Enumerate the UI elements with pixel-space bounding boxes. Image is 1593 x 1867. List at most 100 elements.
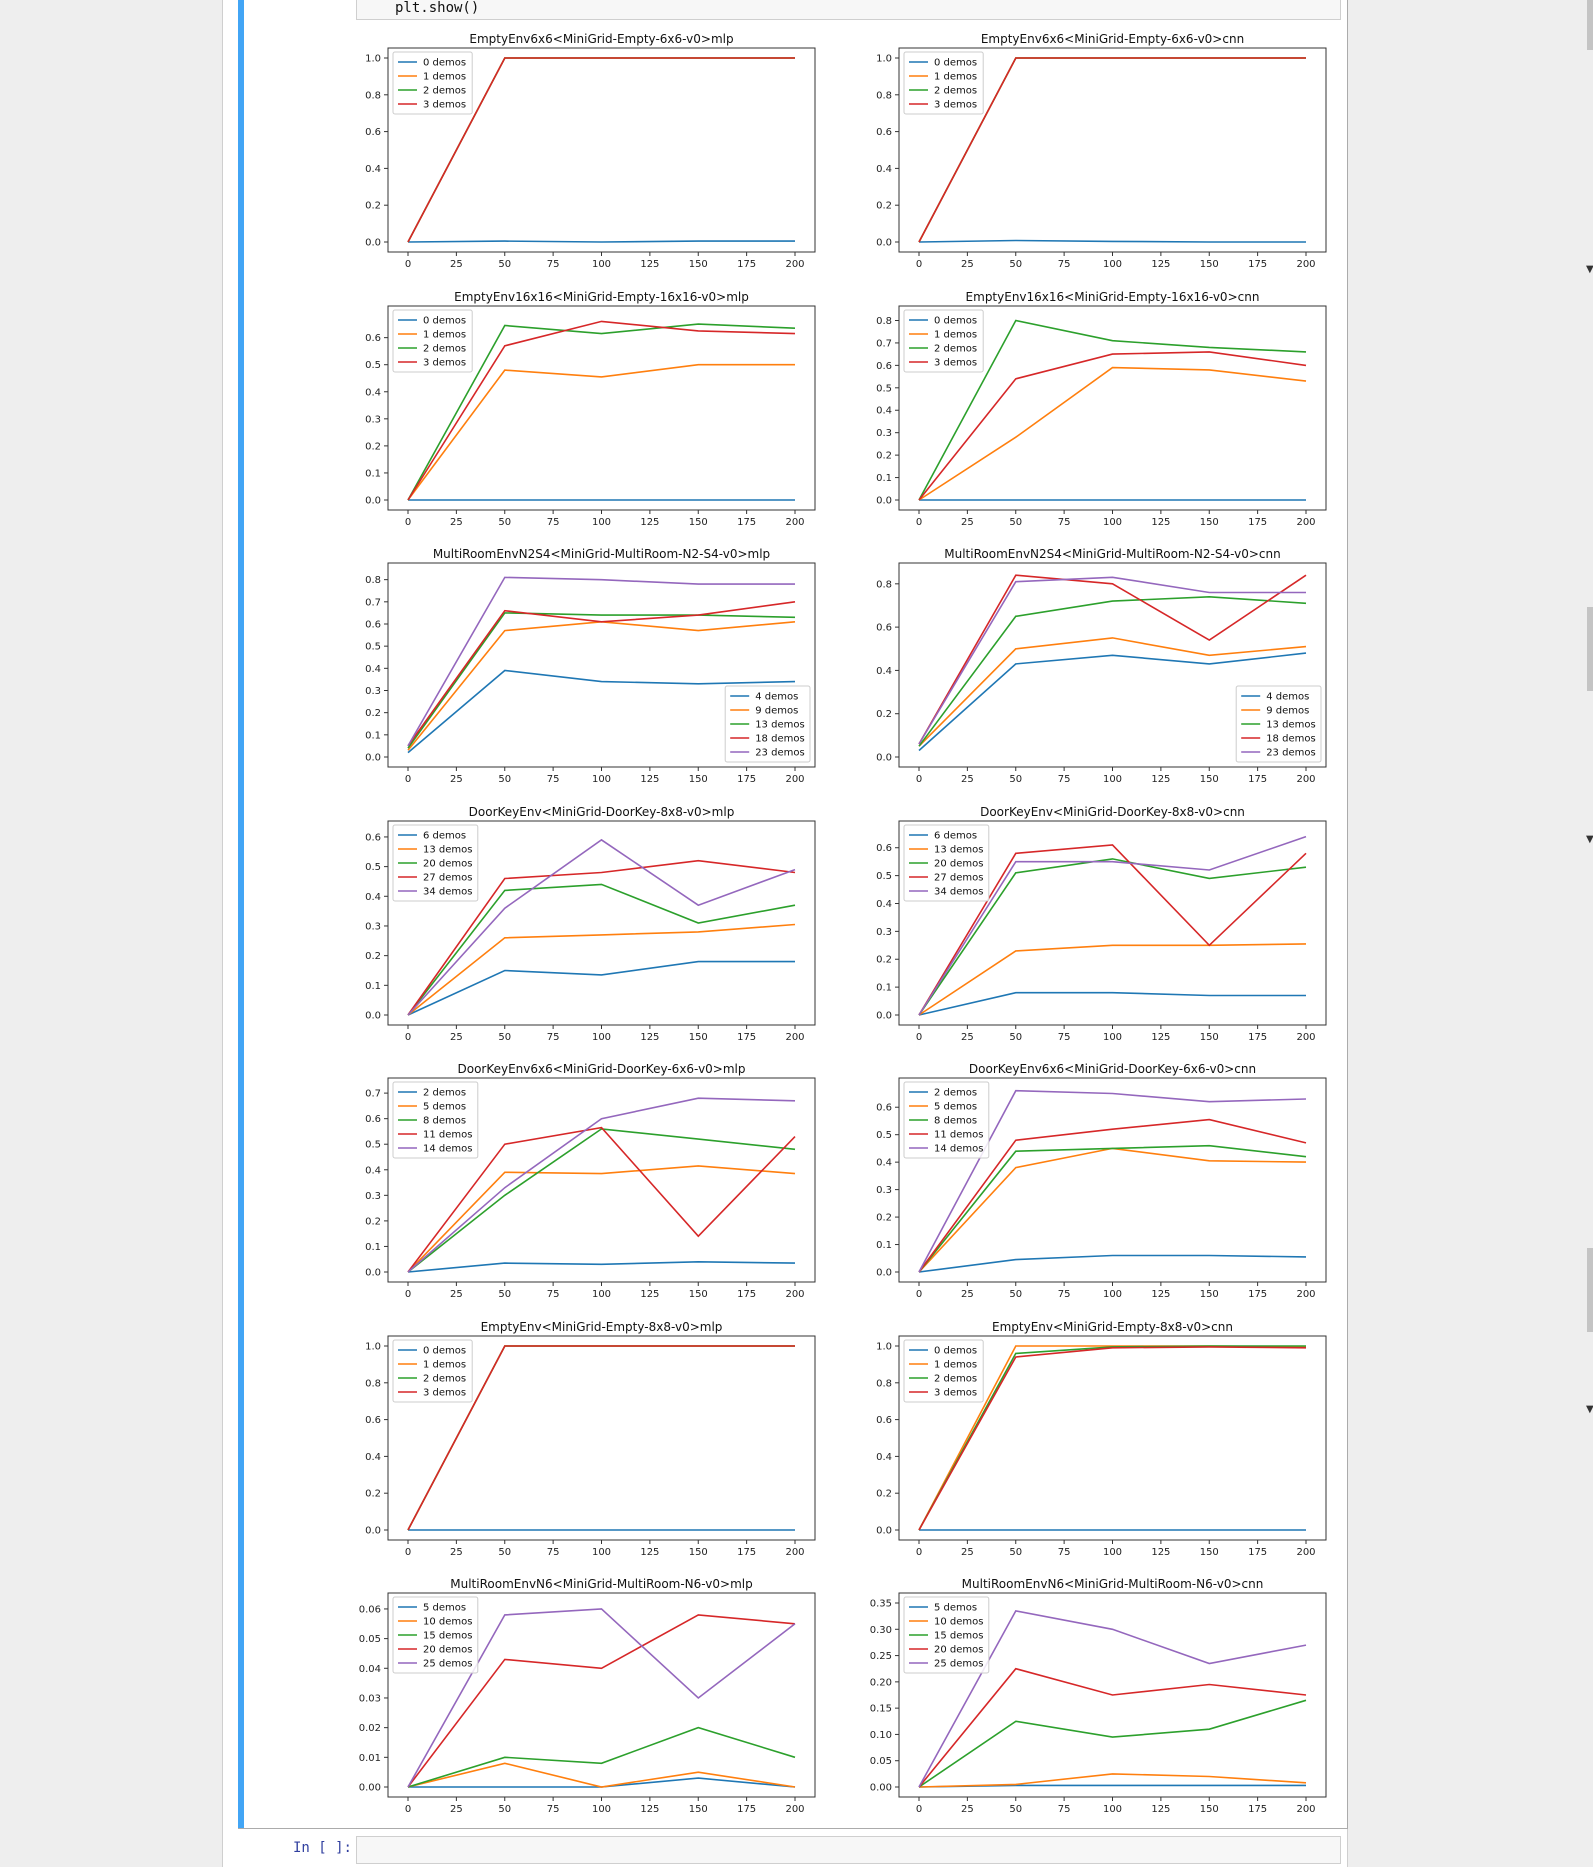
y-tick-label: 0.8 — [876, 1378, 892, 1389]
legend-entry: 5 demos — [423, 1102, 466, 1113]
x-tick-label: 25 — [961, 517, 974, 528]
y-tick-label: 0.5 — [876, 383, 892, 394]
y-tick-label: 0.0 — [876, 238, 892, 249]
x-tick-label: 100 — [1103, 1804, 1122, 1815]
scroll-marker[interactable] — [1587, 1248, 1593, 1332]
y-tick-label: 0.0 — [876, 1268, 892, 1279]
y-tick-label: 0.3 — [876, 1185, 892, 1196]
x-tick-label: 100 — [592, 774, 611, 785]
legend — [392, 1596, 479, 1674]
legend-entry: 8 demos — [423, 1116, 466, 1127]
x-tick-label: 200 — [785, 1804, 804, 1815]
y-tick-label: 0.6 — [365, 127, 381, 138]
x-tick-label: 150 — [689, 774, 708, 785]
x-tick-label: 25 — [450, 1032, 463, 1043]
legend-entry: 0 demos — [934, 316, 977, 327]
chart-title: DoorKeyEnv<MiniGrid-DoorKey-8x8-v0>cnn — [980, 805, 1245, 819]
y-tick-label: 0.5 — [365, 360, 381, 371]
x-tick-label: 175 — [1248, 1804, 1267, 1815]
y-tick-label: 0.2 — [365, 951, 381, 962]
x-tick-label: 0 — [916, 517, 922, 528]
x-tick-label: 200 — [785, 1289, 804, 1300]
series-line — [918, 1254, 1307, 1273]
y-tick-label: 0.2 — [876, 1213, 892, 1224]
x-tick-label: 150 — [1200, 1804, 1219, 1815]
legend-entry: 0 demos — [423, 316, 466, 327]
legend-entry: 10 demos — [423, 1617, 472, 1628]
chart-title: DoorKeyEnv<MiniGrid-DoorKey-8x8-v0>mlp — [469, 805, 735, 819]
chart-12: EmptyEnv<MiniGrid-Empty-8x8-v0>cnn 0 25 50 7… — [867, 1316, 1327, 1572]
series-line — [407, 923, 796, 1016]
series-line — [407, 1345, 795, 1531]
legend-entry: 13 demos — [934, 845, 983, 856]
x-tick-label: 75 — [1058, 774, 1071, 785]
series-line — [918, 1699, 1307, 1788]
x-tick-label: 100 — [592, 259, 611, 270]
y-tick-label: 0.1 — [876, 1240, 892, 1251]
x-tick-label: 50 — [1009, 1032, 1022, 1043]
legend-entry: 3 demos — [423, 1388, 466, 1399]
y-tick-label: 0.0 — [365, 1526, 381, 1537]
empty-code-input[interactable] — [356, 1836, 1341, 1864]
x-tick-label: 25 — [961, 1547, 974, 1558]
legend-entry: 5 demos — [934, 1603, 977, 1614]
series-line — [918, 1144, 1307, 1273]
chart-1: EmptyEnv6x6<MiniGrid-Empty-6x6-v0>mlp 0 25… — [356, 28, 816, 284]
y-tick-label: 1.0 — [876, 54, 892, 65]
legend-entry: 2 demos — [423, 86, 466, 97]
x-tick-label: 125 — [1151, 1289, 1170, 1300]
legend-entry: 10 demos — [934, 1617, 983, 1628]
legend-entry: 13 demos — [1266, 720, 1315, 731]
series-line — [918, 319, 1307, 501]
legend-entry: 23 demos — [1266, 748, 1315, 759]
y-tick-label: 0.03 — [359, 1693, 381, 1704]
legend-entry: 13 demos — [423, 845, 472, 856]
series-line — [407, 363, 795, 501]
scroll-marker[interactable] — [1587, 607, 1593, 691]
series-line — [918, 595, 1307, 747]
x-tick-label: 50 — [498, 1289, 511, 1300]
x-tick-label: 200 — [1296, 1804, 1315, 1815]
x-tick-label: 100 — [1103, 517, 1122, 528]
chart-title: EmptyEnv6x6<MiniGrid-Empty-6x6-v0>mlp — [469, 32, 733, 46]
code-cell[interactable] — [238, 0, 1348, 1829]
y-tick-label: 0.5 — [365, 1140, 381, 1151]
y-tick-label: 1.0 — [365, 1342, 381, 1353]
legend — [392, 824, 479, 902]
y-tick-label: 0.6 — [365, 832, 381, 843]
legend-entry: 3 demos — [423, 358, 466, 369]
series-line — [918, 844, 1307, 1016]
chart-title: EmptyEnv16x16<MiniGrid-Empty-16x16-v0>ml… — [454, 290, 749, 304]
y-tick-label: 0.4 — [365, 664, 381, 675]
legend-entry: 25 demos — [423, 1659, 472, 1670]
legend-entry: 1 demos — [423, 1360, 466, 1371]
y-tick-label: 0.5 — [365, 862, 381, 873]
y-tick-label: 0.2 — [876, 1489, 892, 1500]
legend-entry: 1 demos — [934, 1360, 977, 1371]
series-line — [407, 240, 795, 243]
x-tick-label: 100 — [1103, 259, 1122, 270]
legend-entry: 3 demos — [934, 1388, 977, 1399]
series-line — [918, 574, 1307, 745]
series-line — [407, 601, 796, 747]
y-tick-label: 0.3 — [365, 414, 381, 425]
y-tick-label: 0.4 — [876, 1452, 892, 1463]
legend — [903, 1081, 990, 1159]
y-tick-label: 0.0 — [365, 238, 381, 249]
x-tick-label: 125 — [640, 1289, 659, 1300]
legend-entry: 6 demos — [934, 831, 977, 842]
legend-entry: 15 demos — [423, 1631, 472, 1642]
scroll-marker[interactable] — [1587, 0, 1593, 50]
x-tick-label: 50 — [498, 1032, 511, 1043]
x-tick-label: 125 — [640, 259, 659, 270]
y-tick-label: 0.3 — [876, 927, 892, 938]
x-tick-label: 200 — [785, 517, 804, 528]
y-tick-label: 0.3 — [365, 921, 381, 932]
legend-entry: 5 demos — [423, 1603, 466, 1614]
legend-entry: 27 demos — [423, 873, 472, 884]
code-input[interactable]: plt.show() — [356, 0, 1341, 20]
x-tick-label: 125 — [640, 1547, 659, 1558]
legend-entry: 0 demos — [423, 58, 466, 69]
series-line — [918, 576, 1306, 745]
chart-title: MultiRoomEnvN2S4<MiniGrid-MultiRoom-N2-S… — [944, 547, 1281, 561]
